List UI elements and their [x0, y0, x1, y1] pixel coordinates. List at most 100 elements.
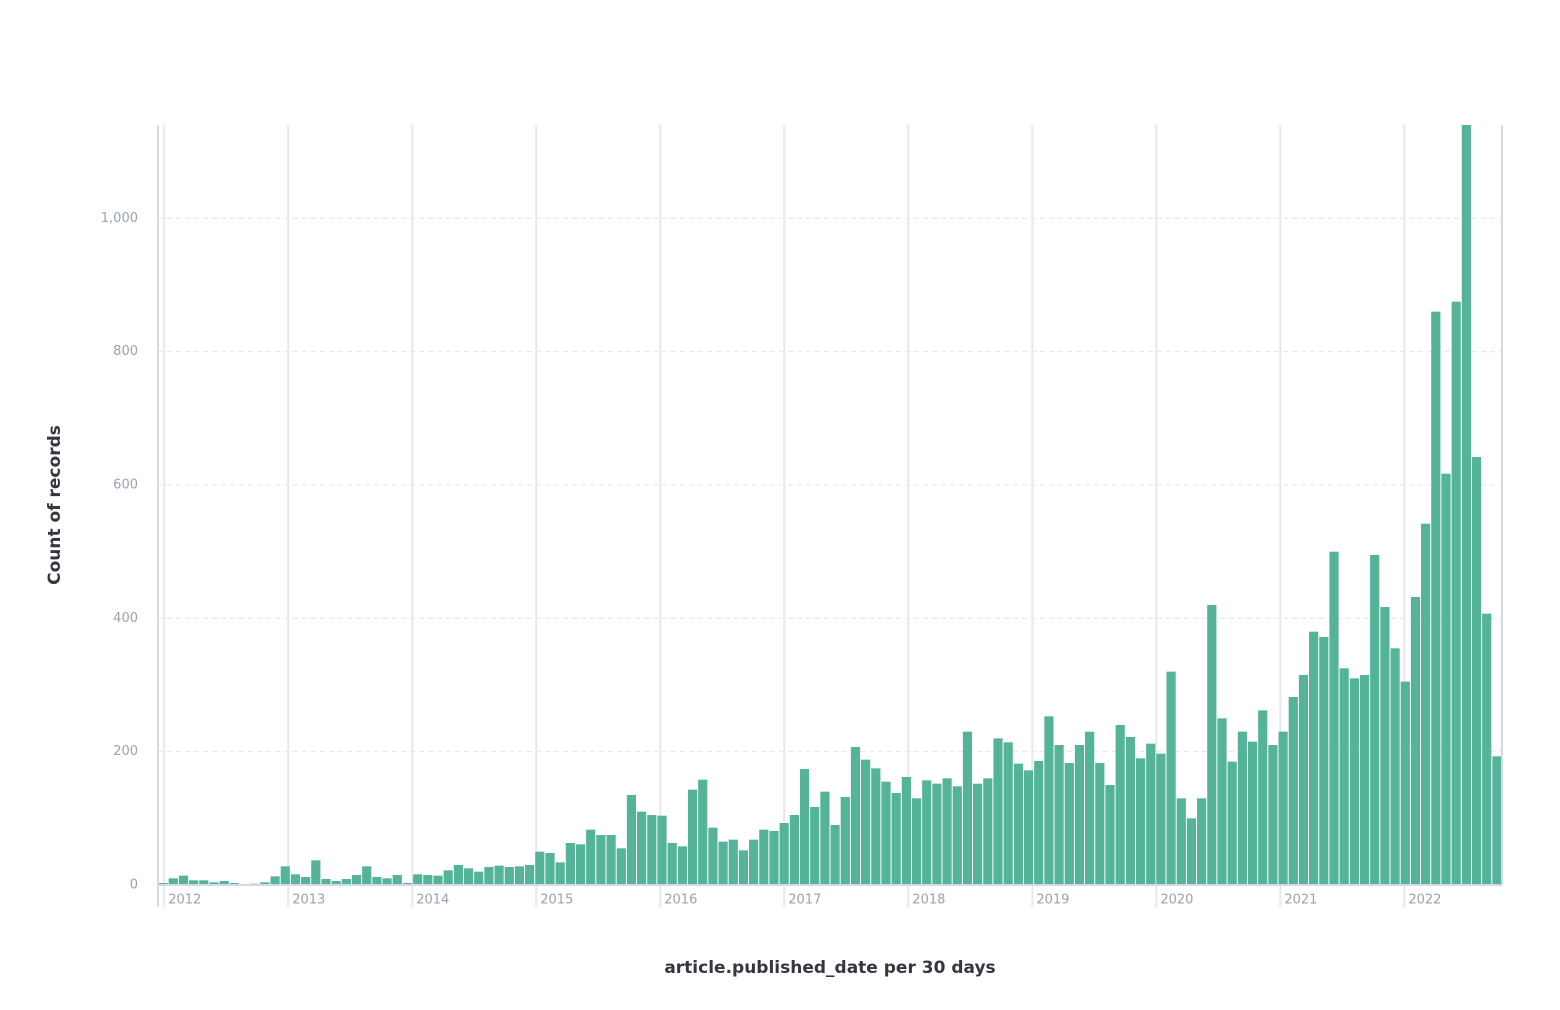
bar — [647, 815, 657, 885]
bar — [1431, 311, 1441, 886]
bar — [321, 879, 331, 885]
bar — [199, 880, 209, 885]
bar — [209, 882, 219, 885]
bar — [1370, 555, 1380, 885]
bar — [1095, 763, 1105, 885]
bar — [168, 878, 178, 885]
bar — [657, 815, 667, 885]
bar — [1359, 675, 1370, 885]
bar — [1207, 605, 1217, 885]
bar — [565, 843, 575, 885]
bar — [1278, 731, 1288, 885]
bar — [911, 798, 922, 885]
x-tick-label: 2019 — [1036, 893, 1069, 908]
x-tick-label: 2022 — [1408, 893, 1441, 908]
bar — [1237, 731, 1247, 885]
bar — [1064, 763, 1074, 885]
bar — [871, 768, 881, 885]
bar — [1115, 725, 1125, 885]
bar — [1023, 770, 1034, 885]
y-tick-label: 400 — [113, 611, 138, 626]
bar — [606, 835, 616, 885]
bar — [1390, 648, 1400, 885]
bar — [952, 786, 962, 885]
bar — [973, 783, 983, 885]
bar — [555, 862, 565, 885]
bar — [616, 848, 626, 885]
bar — [1085, 731, 1095, 885]
x-tick-label: 2016 — [664, 893, 697, 908]
bar — [586, 829, 596, 885]
bar — [494, 865, 504, 885]
bar — [1329, 551, 1339, 885]
bar — [575, 844, 586, 885]
bar — [1349, 678, 1359, 885]
bar — [738, 850, 749, 885]
bar — [290, 874, 301, 885]
bar — [799, 769, 810, 885]
bar — [1247, 741, 1258, 885]
bar — [545, 853, 555, 885]
bar — [922, 780, 932, 885]
bar — [993, 738, 1003, 885]
bar — [901, 777, 911, 885]
bar — [932, 783, 942, 885]
bar — [1288, 697, 1298, 885]
bar — [270, 876, 280, 885]
bar — [178, 875, 189, 885]
bar — [718, 841, 728, 885]
bar — [1034, 761, 1044, 885]
bar — [1380, 607, 1390, 885]
bar — [484, 867, 494, 885]
bar — [1186, 818, 1197, 885]
bar — [1217, 718, 1227, 885]
y-tick-label: 0 — [130, 878, 138, 893]
bar — [525, 865, 535, 885]
x-axis-title: article.published_date per 30 days — [664, 958, 995, 978]
bar — [1003, 742, 1013, 885]
bar — [1166, 671, 1176, 885]
bar — [779, 823, 789, 885]
bar — [189, 880, 199, 885]
bar — [443, 870, 453, 885]
y-tick-label: 200 — [113, 744, 138, 759]
y-tick-label: 800 — [113, 344, 138, 359]
bar — [311, 860, 321, 885]
bar — [423, 875, 433, 885]
bar — [637, 811, 647, 885]
x-tick-label: 2013 — [292, 893, 325, 908]
bar — [219, 881, 229, 885]
bar — [962, 731, 973, 885]
bar — [728, 839, 738, 885]
bar — [280, 866, 290, 885]
bar — [708, 827, 718, 885]
bar — [535, 851, 545, 885]
bar — [453, 865, 463, 885]
y-tick-label: 600 — [113, 478, 138, 493]
bar — [1268, 745, 1278, 885]
bar — [698, 779, 708, 885]
bar — [351, 875, 362, 885]
bar — [1461, 125, 1471, 885]
bar — [850, 747, 861, 885]
x-tick-label: 2014 — [416, 893, 449, 908]
bar — [861, 759, 871, 885]
x-tick-label: 2017 — [788, 893, 821, 908]
bar — [1410, 597, 1421, 885]
bar — [1135, 758, 1146, 885]
bar — [667, 843, 677, 885]
bar — [1441, 473, 1451, 885]
bar — [891, 793, 901, 885]
bar — [1400, 681, 1410, 885]
bar — [1227, 761, 1237, 885]
bar — [1054, 745, 1064, 885]
bar — [769, 831, 779, 885]
bar — [362, 866, 372, 885]
bar — [596, 835, 606, 885]
bar — [1146, 743, 1156, 885]
x-tick-label: 2015 — [540, 893, 573, 908]
bar — [301, 877, 311, 885]
bar — [830, 825, 840, 885]
bar — [1013, 763, 1023, 885]
bar — [474, 871, 484, 885]
